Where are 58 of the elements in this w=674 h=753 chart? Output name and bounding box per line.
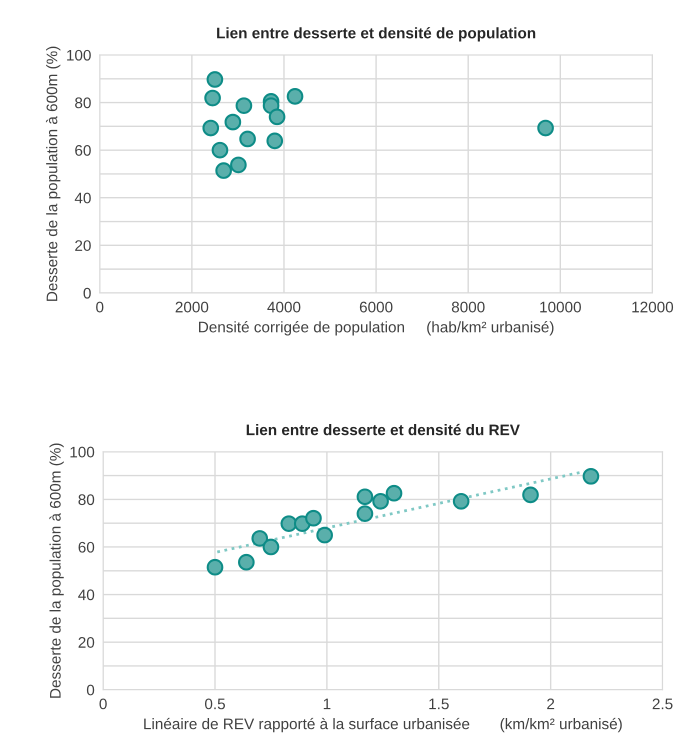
x-tick-label: 6000 xyxy=(360,302,392,312)
point xyxy=(266,132,284,150)
y-tick-label: 100 xyxy=(67,50,91,61)
point xyxy=(230,156,247,174)
point xyxy=(316,526,333,544)
y-axis-title: Desserte de la population à 600m (%) xyxy=(49,443,64,698)
chart-title: Lien entre desserte et densité de population xyxy=(217,27,536,42)
point xyxy=(224,114,242,130)
y-tick-label: 0 xyxy=(86,684,94,696)
x-tick-label: 8000 xyxy=(452,302,485,312)
point xyxy=(280,515,298,532)
point xyxy=(305,510,322,527)
y-tick-label: 20 xyxy=(78,637,94,648)
y-tick-label: 20 xyxy=(75,240,91,252)
y-tick-label: 60 xyxy=(78,542,94,553)
y-tick-label: 40 xyxy=(78,589,94,600)
point xyxy=(239,130,256,148)
point xyxy=(215,162,232,179)
x-tick-label: 0 xyxy=(96,302,104,312)
point xyxy=(268,108,286,126)
point xyxy=(202,120,220,136)
point xyxy=(537,120,554,136)
point xyxy=(212,142,228,158)
x-tick-label: 2000 xyxy=(176,302,208,312)
x-tick-label: 1.5 xyxy=(429,698,449,710)
x-axis-title: Linéaire de REV rapporté à la surface urbanisée (km/km² urbanisé) xyxy=(144,718,622,732)
y-tick-label: 80 xyxy=(78,494,94,506)
point xyxy=(522,486,539,504)
point xyxy=(238,554,255,571)
x-tick-label: 0 xyxy=(99,698,107,710)
point xyxy=(262,538,280,556)
point xyxy=(452,492,470,510)
point xyxy=(286,88,304,105)
chart-title: Lien entre desserte et densité du REV xyxy=(246,424,520,436)
x-tick-label: 2.5 xyxy=(652,698,673,710)
point xyxy=(204,90,221,106)
x-tick-label: 0.5 xyxy=(204,698,225,710)
point xyxy=(582,468,600,485)
point xyxy=(372,492,389,510)
point xyxy=(386,484,402,502)
x-axis-title: Densité corrigée de population (hab/km² urbanisé) xyxy=(199,321,554,336)
y-tick-label: 40 xyxy=(74,192,91,204)
y-tick-label: 80 xyxy=(75,97,91,108)
x-tick-label: 1 xyxy=(324,698,330,710)
point xyxy=(206,558,224,576)
y-tick-label: 60 xyxy=(75,145,91,156)
point xyxy=(356,488,374,506)
x-tick-label: 4000 xyxy=(267,302,300,312)
point xyxy=(236,97,252,114)
point xyxy=(206,71,224,88)
x-tick-label: 10000 xyxy=(540,302,581,312)
y-tick-label: 0 xyxy=(84,288,91,299)
x-tick-label: 12000 xyxy=(632,302,674,312)
x-tick-label: 2 xyxy=(547,698,554,710)
y-tick-label: 100 xyxy=(70,446,94,458)
y-axis-title: Desserte de la population à 600m (%) xyxy=(46,46,60,301)
point xyxy=(356,505,374,522)
point xyxy=(251,530,268,547)
